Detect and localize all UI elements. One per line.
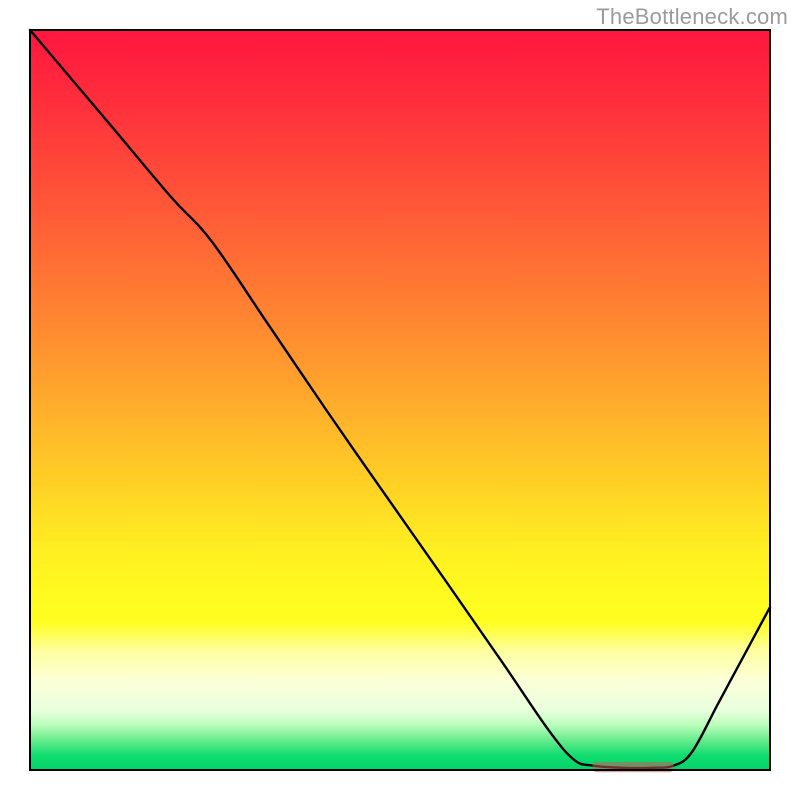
plot-background [30, 30, 770, 770]
chart-svg [0, 0, 800, 800]
watermark-text: TheBottleneck.com [596, 4, 788, 30]
bottleneck-chart: TheBottleneck.com [0, 0, 800, 800]
